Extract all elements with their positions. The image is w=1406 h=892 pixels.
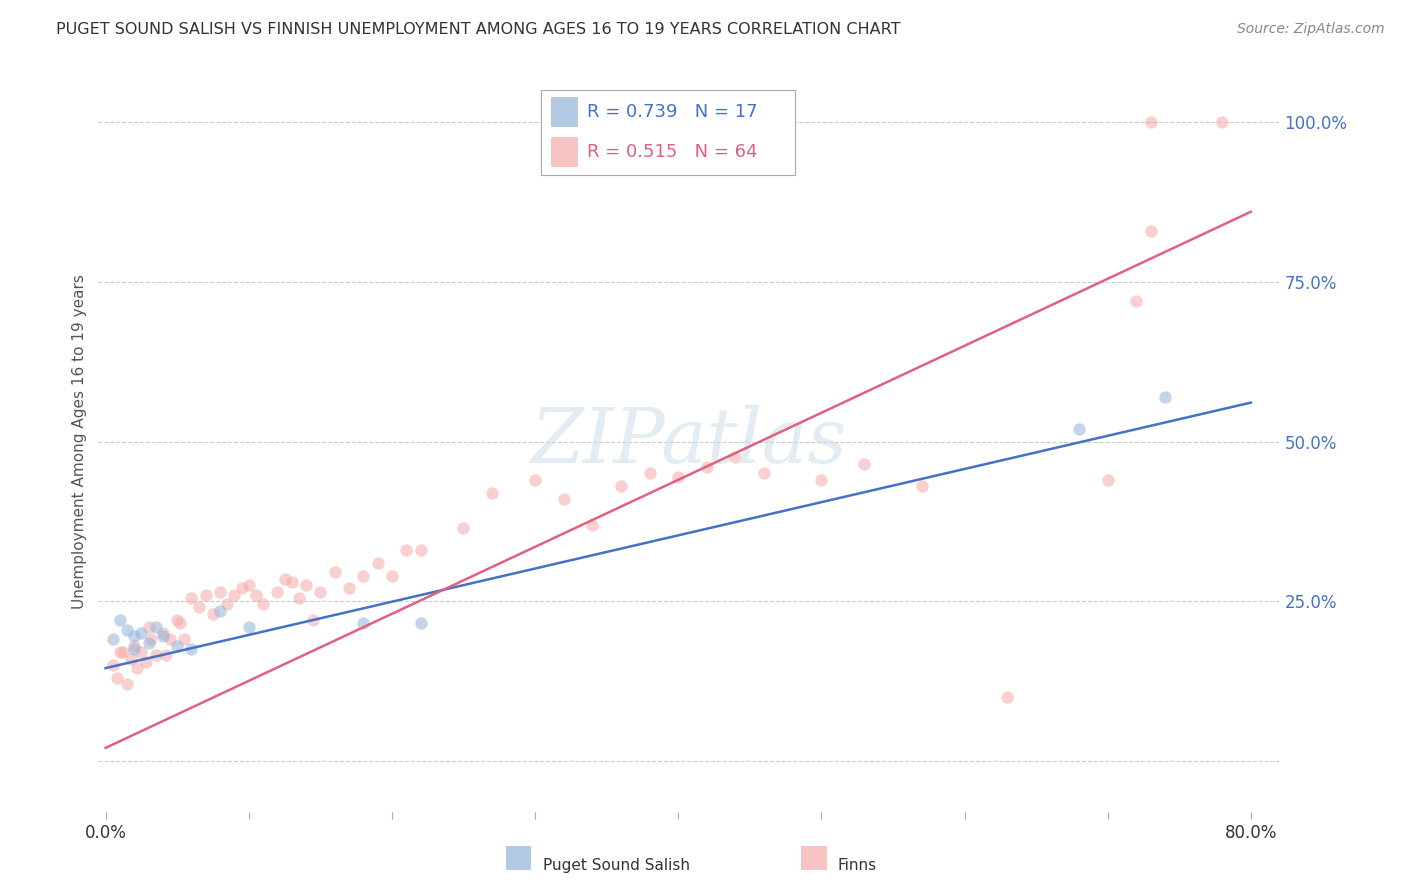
Point xyxy=(201,607,224,621)
Point xyxy=(138,619,160,633)
Point xyxy=(724,450,747,465)
Point xyxy=(696,460,718,475)
Point xyxy=(337,582,360,596)
Text: Finns: Finns xyxy=(838,858,877,872)
Point xyxy=(108,645,131,659)
Point xyxy=(152,629,174,643)
Point xyxy=(352,568,374,582)
Text: Puget Sound Salish: Puget Sound Salish xyxy=(543,858,690,872)
Point xyxy=(323,566,346,580)
Point xyxy=(997,690,1019,704)
Point xyxy=(1097,473,1119,487)
Point xyxy=(209,584,232,599)
Point xyxy=(810,473,832,487)
Point xyxy=(288,591,311,605)
Point xyxy=(1067,422,1090,436)
Point xyxy=(752,467,775,481)
Point xyxy=(187,600,209,615)
Point xyxy=(145,648,167,663)
Point xyxy=(453,521,475,535)
Point xyxy=(135,655,157,669)
Point xyxy=(395,543,418,558)
Point xyxy=(105,671,128,685)
Point xyxy=(131,645,153,659)
Point xyxy=(180,642,202,657)
Point xyxy=(581,517,603,532)
Point xyxy=(409,616,432,631)
Point xyxy=(169,616,191,631)
Point xyxy=(910,479,932,493)
Point xyxy=(553,491,575,506)
Point xyxy=(145,619,167,633)
Point xyxy=(1139,115,1161,129)
Point xyxy=(610,479,633,493)
Point xyxy=(131,626,153,640)
Point xyxy=(152,626,174,640)
Point xyxy=(217,597,239,611)
Point xyxy=(115,623,138,637)
Point xyxy=(381,568,404,582)
Text: ZIPatlas: ZIPatlas xyxy=(530,405,848,478)
Point xyxy=(252,597,274,611)
Point xyxy=(638,467,661,481)
Point xyxy=(194,588,217,602)
Point xyxy=(367,556,389,570)
Point xyxy=(122,629,145,643)
Point xyxy=(273,572,295,586)
Point xyxy=(101,632,124,647)
Point xyxy=(155,648,177,663)
Point xyxy=(666,469,689,483)
Point xyxy=(266,584,288,599)
Point xyxy=(481,485,503,500)
Point xyxy=(122,642,145,657)
Point xyxy=(138,635,160,649)
Point xyxy=(125,661,148,675)
Point xyxy=(409,543,432,558)
Point xyxy=(853,457,876,471)
Point xyxy=(231,582,253,596)
Point xyxy=(1211,115,1233,129)
Point xyxy=(108,613,131,627)
Point xyxy=(115,677,138,691)
Point xyxy=(180,591,202,605)
Point xyxy=(238,578,260,592)
Point xyxy=(245,588,267,602)
Point xyxy=(238,619,260,633)
Point xyxy=(166,639,188,653)
Point xyxy=(111,645,134,659)
Point xyxy=(209,604,232,618)
Point xyxy=(280,574,302,589)
Point xyxy=(1154,390,1177,404)
Point xyxy=(122,639,145,653)
Point xyxy=(101,657,124,672)
Point xyxy=(166,613,188,627)
Point xyxy=(173,632,195,647)
Point xyxy=(1125,294,1147,309)
Point xyxy=(352,616,374,631)
Text: Source: ZipAtlas.com: Source: ZipAtlas.com xyxy=(1237,22,1385,37)
Point xyxy=(1139,224,1161,238)
Point xyxy=(295,578,318,592)
Point xyxy=(159,632,181,647)
Y-axis label: Unemployment Among Ages 16 to 19 years: Unemployment Among Ages 16 to 19 years xyxy=(72,274,87,609)
Point xyxy=(120,651,142,665)
Point xyxy=(141,632,163,647)
Point xyxy=(302,613,325,627)
Point xyxy=(224,588,246,602)
Point xyxy=(309,584,332,599)
Point xyxy=(524,473,547,487)
Text: PUGET SOUND SALISH VS FINNISH UNEMPLOYMENT AMONG AGES 16 TO 19 YEARS CORRELATION: PUGET SOUND SALISH VS FINNISH UNEMPLOYME… xyxy=(56,22,901,37)
